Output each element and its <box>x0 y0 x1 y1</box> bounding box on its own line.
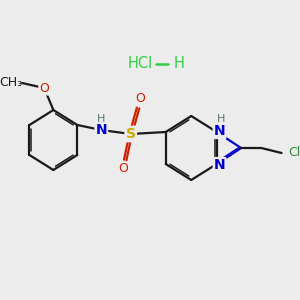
Text: HCl: HCl <box>128 56 153 71</box>
Text: CH₃: CH₃ <box>0 76 22 88</box>
Text: Cl: Cl <box>288 146 300 160</box>
Text: S: S <box>126 127 136 141</box>
Text: N: N <box>95 123 107 137</box>
Text: O: O <box>118 163 128 176</box>
Text: N: N <box>214 124 225 138</box>
Text: N: N <box>214 158 225 172</box>
Text: H: H <box>174 56 185 71</box>
Text: H: H <box>97 114 105 124</box>
Text: O: O <box>39 82 49 94</box>
Text: O: O <box>135 92 145 106</box>
Text: H: H <box>217 114 226 124</box>
